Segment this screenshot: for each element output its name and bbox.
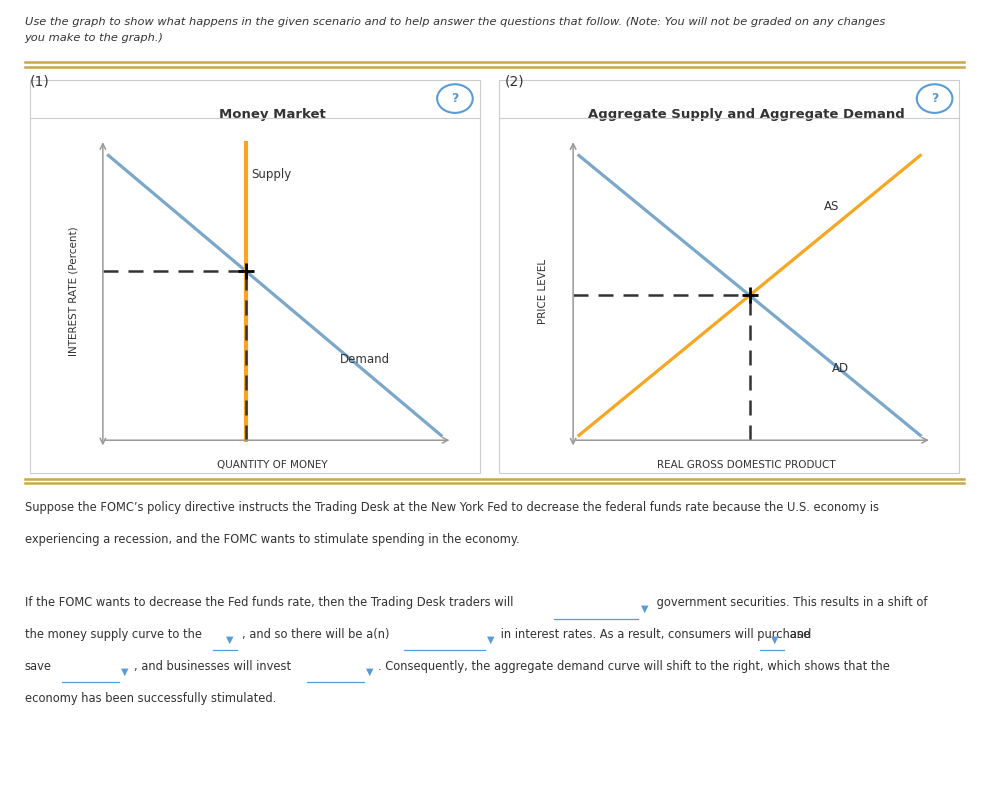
Text: experiencing a recession, and the FOMC wants to stimulate spending in the econom: experiencing a recession, and the FOMC w… — [25, 533, 519, 545]
Text: ▼: ▼ — [771, 635, 779, 646]
Text: ▼: ▼ — [225, 635, 233, 646]
Text: ▼: ▼ — [487, 635, 494, 646]
Text: Demand: Demand — [339, 352, 390, 366]
Text: ▼: ▼ — [641, 603, 649, 614]
Text: ▼: ▼ — [121, 667, 129, 677]
Text: ?: ? — [451, 92, 459, 105]
Y-axis label: INTEREST RATE (Percent): INTEREST RATE (Percent) — [68, 227, 78, 356]
Text: government securities. This results in a shift of: government securities. This results in a… — [653, 596, 928, 609]
Text: AD: AD — [832, 363, 849, 375]
Text: save: save — [25, 660, 51, 673]
Text: ?: ? — [931, 92, 939, 105]
Text: . Consequently, the aggregate demand curve will shift to the right, which shows : . Consequently, the aggregate demand cur… — [378, 660, 890, 673]
Text: you make to the graph.): you make to the graph.) — [25, 33, 164, 44]
X-axis label: REAL GROSS DOMESTIC PRODUCT: REAL GROSS DOMESTIC PRODUCT — [658, 460, 836, 470]
Text: Suppose the FOMC’s policy directive instructs the Trading Desk at the New York F: Suppose the FOMC’s policy directive inst… — [25, 501, 878, 514]
Text: Supply: Supply — [251, 168, 292, 181]
Title: Money Market: Money Market — [219, 108, 325, 122]
Text: economy has been successfully stimulated.: economy has been successfully stimulated… — [25, 692, 276, 704]
Text: , and businesses will invest: , and businesses will invest — [134, 660, 291, 673]
X-axis label: QUANTITY OF MONEY: QUANTITY OF MONEY — [217, 460, 327, 470]
Text: Use the graph to show what happens in the given scenario and to help answer the : Use the graph to show what happens in th… — [25, 17, 885, 28]
Text: the money supply curve to the: the money supply curve to the — [25, 628, 202, 641]
Text: , and so there will be a(n): , and so there will be a(n) — [242, 628, 390, 641]
Title: Aggregate Supply and Aggregate Demand: Aggregate Supply and Aggregate Demand — [588, 108, 905, 122]
Text: AS: AS — [824, 200, 840, 214]
Text: If the FOMC wants to decrease the Fed funds rate, then the Trading Desk traders : If the FOMC wants to decrease the Fed fu… — [25, 596, 513, 609]
Text: and: and — [786, 628, 812, 641]
Y-axis label: PRICE LEVEL: PRICE LEVEL — [538, 259, 548, 324]
Text: (2): (2) — [504, 75, 524, 89]
Text: in interest rates. As a result, consumers will purchase: in interest rates. As a result, consumer… — [497, 628, 811, 641]
Text: (1): (1) — [30, 75, 49, 89]
Text: ▼: ▼ — [366, 667, 374, 677]
